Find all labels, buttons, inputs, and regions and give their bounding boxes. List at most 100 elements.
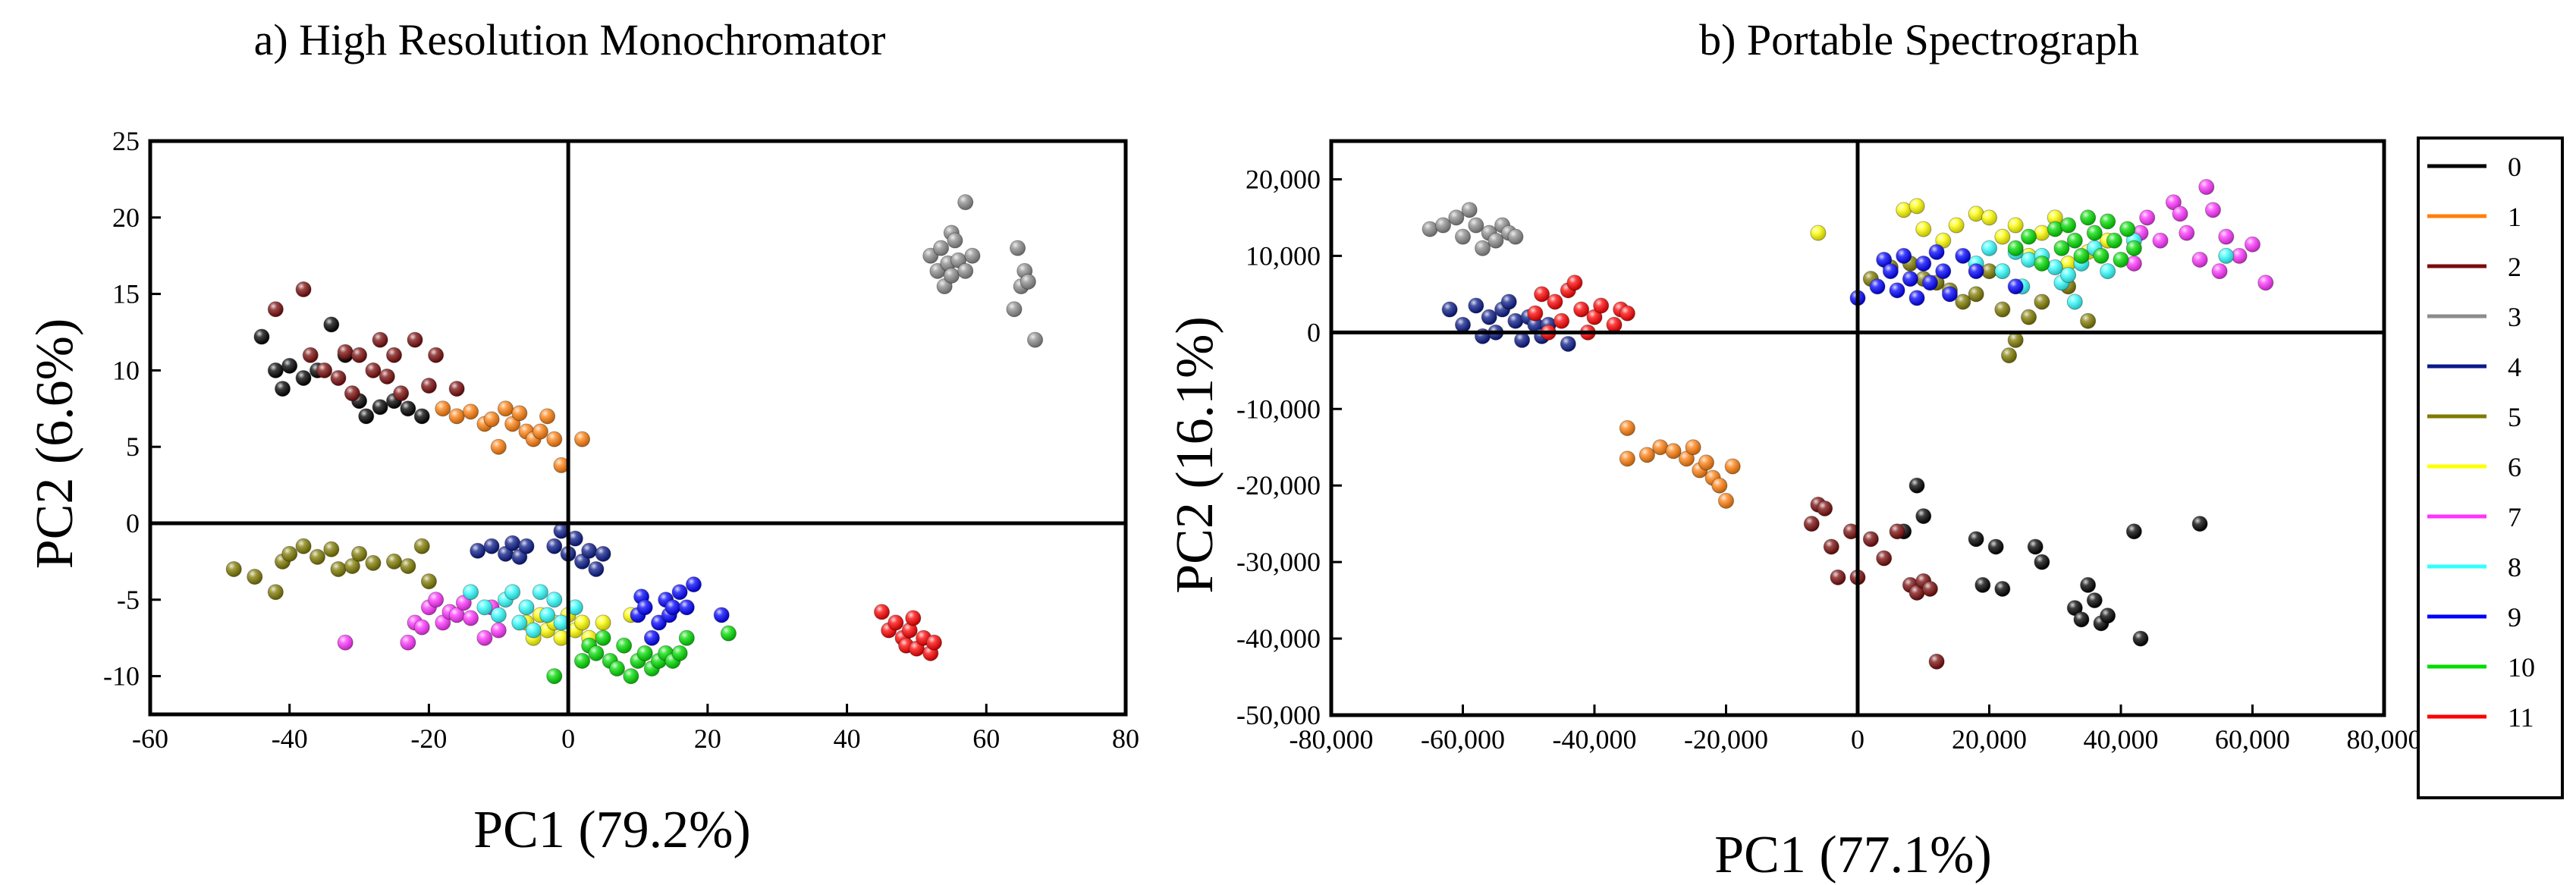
chart-b-point-sheen xyxy=(1968,286,1984,302)
legend-items: 0 1 2 3 4 5 6 7 8 9 10 11 xyxy=(2427,152,2535,733)
chart-a-point-sheen xyxy=(567,531,583,547)
chart-a-point-sheen xyxy=(511,615,527,631)
chart-a-point-sheen xyxy=(1007,301,1023,317)
chart-b-point-sheen xyxy=(1994,581,2010,597)
chart-a-series-3 xyxy=(922,194,1044,348)
chart-a-point-sheen xyxy=(950,253,966,268)
chart-b-point-sheen xyxy=(1935,233,1951,249)
chart-b-point-sheen xyxy=(1935,263,1951,279)
chart-b-point-sheen xyxy=(2153,233,2169,249)
chart-b-point-sheen xyxy=(1909,478,1925,494)
chart-a-point-sheen xyxy=(922,248,938,264)
chart-b-point-sheen xyxy=(1955,293,1971,309)
chart-a-point-sheen xyxy=(275,381,291,397)
chart-a-point-sheen xyxy=(449,381,465,397)
chart-b-point-sheen xyxy=(2001,347,2017,363)
chart-a-point-sheen xyxy=(672,645,688,661)
chart-b-point-sheen xyxy=(1553,313,1569,329)
chart-a-point-sheen xyxy=(268,301,284,317)
chart-b-point-sheen xyxy=(1968,531,1984,547)
chart-a-point-sheen xyxy=(400,558,416,574)
chart-b-point-sheen xyxy=(2192,516,2208,532)
chart-a-point-sheen xyxy=(511,405,527,421)
chart-b-point-sheen xyxy=(1619,306,1635,322)
legend: 0 1 2 3 4 5 6 7 8 9 10 11 xyxy=(2417,137,2564,799)
chart-a-series-10 xyxy=(546,625,737,685)
chart-a-point-sheen xyxy=(476,630,492,646)
chart-a-point-sheen xyxy=(456,595,472,610)
chart-b-point-sheen xyxy=(1448,209,1464,225)
chart-b-point-sheen xyxy=(2106,233,2122,249)
chart-b-point-sheen xyxy=(1922,581,1938,597)
chart-a-point-sheen xyxy=(595,546,611,562)
chart-b-point-sheen xyxy=(2257,275,2273,290)
chart-a-point-sheen xyxy=(498,400,514,416)
chart-b-point-sheen xyxy=(2100,607,2116,623)
chart-b-series-9 xyxy=(1849,243,2024,306)
chart-a-point-sheen xyxy=(435,615,451,631)
chart-b-point-sheen xyxy=(1830,570,1846,585)
legend-label-1: 1 xyxy=(2508,202,2521,232)
chart-a-point-sheen xyxy=(331,370,347,386)
chart-a-point-sheen xyxy=(498,546,514,562)
chart-b-x-tick-label: -40,000 xyxy=(1553,724,1637,755)
chart-a-point-sheen xyxy=(296,281,312,297)
chart-b-x-tick-label: 80,000 xyxy=(2347,724,2422,755)
chart-a-point-sheen xyxy=(1010,240,1026,256)
chart-a-point-sheen xyxy=(351,546,367,562)
chart-a-point-sheen xyxy=(484,411,500,427)
chart-a-series-2 xyxy=(267,281,465,402)
chart-a-point-sheen xyxy=(414,620,430,636)
chart-b-point-sheen xyxy=(1843,523,1859,539)
chart-b-point-sheen xyxy=(2087,592,2103,608)
chart-b-point-sheen xyxy=(1974,577,1990,593)
chart-a-point-sheen xyxy=(616,638,632,654)
chart-b-point-sheen xyxy=(1666,443,1682,459)
chart-b-point-sheen xyxy=(2008,240,2024,256)
chart-a-point-sheen xyxy=(338,344,353,360)
chart-b-point-sheen xyxy=(1909,585,1925,601)
chart-b-x-axis-title: PC1 (77.1%) xyxy=(1714,826,1992,884)
chart-a-point-sheen xyxy=(686,576,702,592)
chart-b-point-sheen xyxy=(2192,252,2208,268)
chart-a-y-tick-label: 0 xyxy=(126,508,140,538)
chart-b-point-sheen xyxy=(1981,209,1997,225)
chart-b-y-tick-label: -10,000 xyxy=(1236,394,1321,424)
chart-a-point-sheen xyxy=(957,194,973,210)
chart-a-x-tick-label: -20 xyxy=(410,723,447,754)
chart-b-point-sheen xyxy=(2008,218,2024,234)
chart-b-point-sheen xyxy=(2053,240,2069,256)
legend-label-3: 3 xyxy=(2508,302,2521,332)
chart-a-point-sheen xyxy=(449,607,465,623)
chart-a-point-sheen xyxy=(595,615,611,631)
chart-a-series-5 xyxy=(225,538,437,601)
chart-b-point-sheen xyxy=(1725,458,1741,474)
chart-b-point-sheen xyxy=(2133,631,2149,647)
chart-b-point-sheen xyxy=(2008,332,2024,348)
chart-b-point-sheen xyxy=(2126,240,2142,256)
chart-a-point-sheen xyxy=(546,668,562,684)
legend-label-5: 5 xyxy=(2508,402,2521,432)
chart-a-point-sheen xyxy=(386,554,402,570)
chart-a-point-sheen xyxy=(664,599,680,615)
chart-a-series-1 xyxy=(435,400,591,473)
chart-b-point-sheen xyxy=(1968,263,1984,279)
chart-b-point-sheen xyxy=(2073,248,2089,264)
chart-a-point-sheen xyxy=(344,558,360,574)
chart-b-x-ticks: -80,000 -60,000 -40,000 -20,000 0 20,000 40,00… xyxy=(1290,705,2422,755)
chart-b-point-sheen xyxy=(1824,538,1839,554)
chart-a-point-sheen xyxy=(609,661,625,676)
chart-a-point-sheen xyxy=(421,573,437,589)
chart-a-point-sheen xyxy=(316,362,332,378)
chart-b-series-8 xyxy=(1968,232,2235,310)
chart-a-point-sheen xyxy=(937,278,953,294)
chart-a-x-tick-label: 80 xyxy=(1112,723,1139,754)
chart-b-point-sheen xyxy=(2205,202,2221,218)
chart-b-point-sheen xyxy=(2119,221,2135,237)
chart-a-point-sheen xyxy=(887,615,903,631)
chart-a-point-sheen xyxy=(323,316,339,332)
chart-b-point-sheen xyxy=(2139,209,2155,225)
chart-a-series-8 xyxy=(463,584,583,639)
chart-a-point-sheen xyxy=(323,541,339,557)
chart-a-point-sheen xyxy=(504,416,520,432)
